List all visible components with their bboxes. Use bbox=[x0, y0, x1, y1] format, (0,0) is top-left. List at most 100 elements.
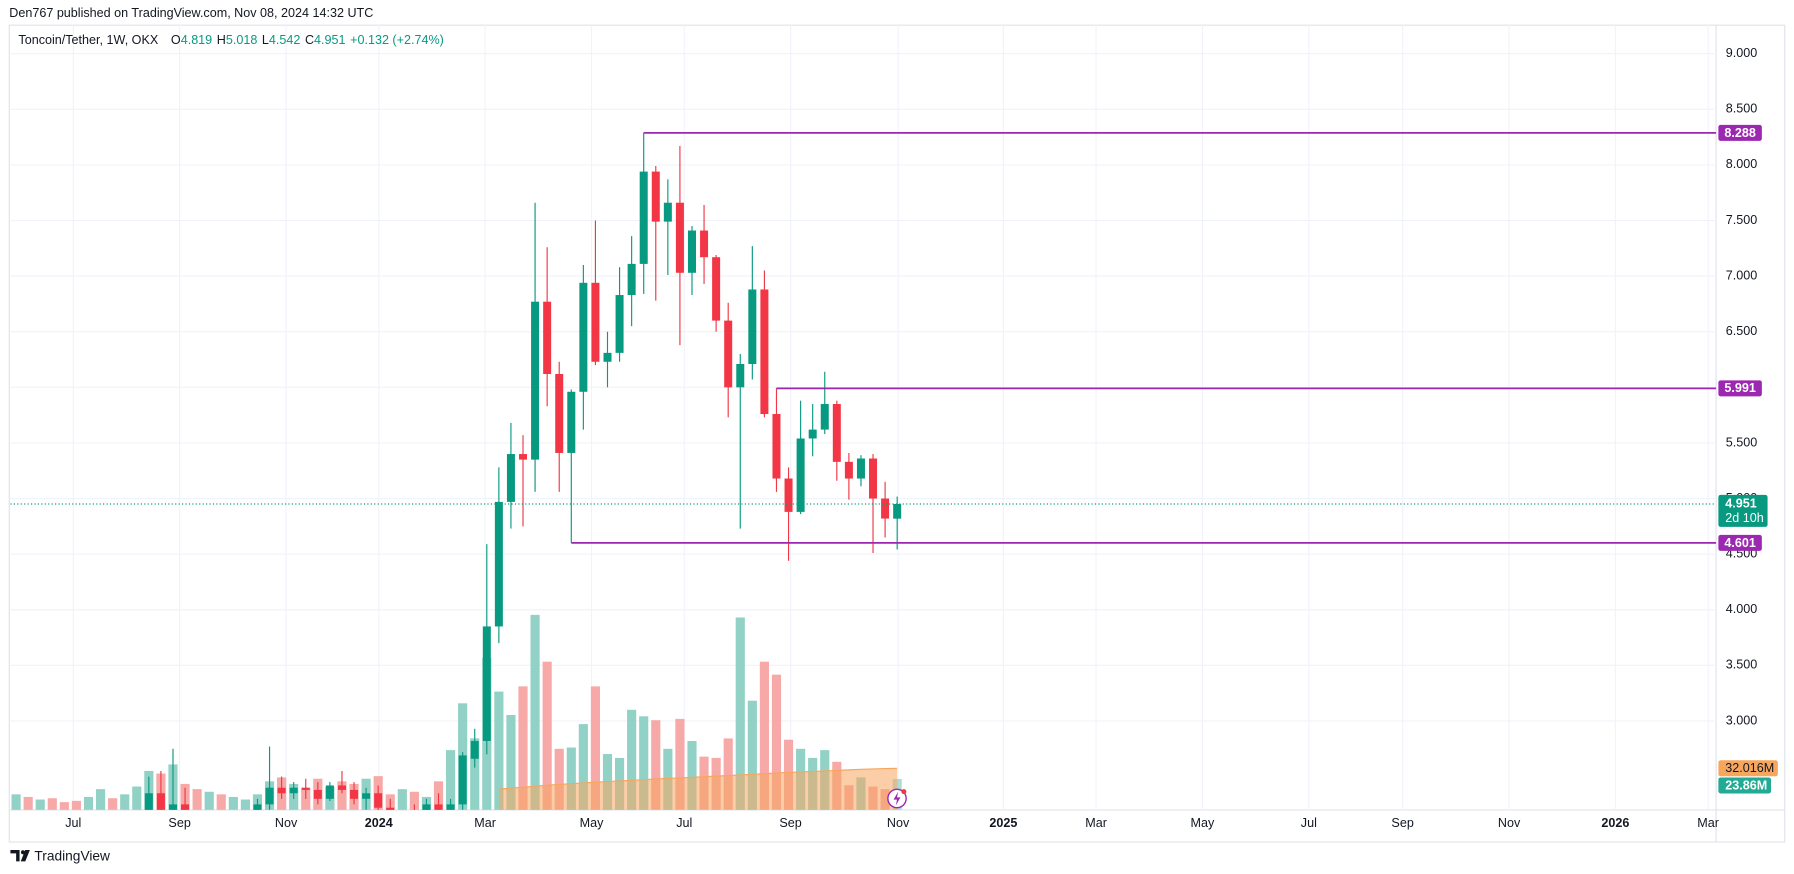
candle-body bbox=[289, 787, 298, 794]
level-label-box bbox=[1718, 380, 1762, 397]
candle-body bbox=[832, 404, 841, 462]
candle-body bbox=[410, 815, 418, 818]
candle-body bbox=[205, 821, 213, 827]
legend: Toncoin/Tether, 1W, OKX O4.819 H5.018 L4.5… bbox=[18, 34, 443, 48]
volume-bar bbox=[83, 796, 94, 810]
candle-body bbox=[724, 320, 733, 388]
countdown: 2d 10h bbox=[1725, 511, 1763, 525]
candle-body bbox=[325, 785, 334, 799]
volume-bar bbox=[723, 738, 733, 810]
ohlc-value: 4.951 bbox=[314, 34, 345, 48]
candle-body bbox=[700, 230, 709, 258]
y-tick-label: 8.000 bbox=[1726, 157, 1757, 171]
volume-bar bbox=[96, 789, 106, 810]
x-tick-label: 2024 bbox=[365, 816, 393, 830]
candle-body bbox=[277, 787, 286, 794]
candle-body bbox=[543, 301, 552, 374]
level-label-box bbox=[1718, 534, 1762, 551]
volume-bar bbox=[494, 691, 504, 810]
symbol: Toncoin/Tether, 1W, OKX bbox=[18, 34, 158, 48]
x-tick-label: Sep bbox=[1391, 816, 1413, 830]
volume-ma-label-box bbox=[1718, 760, 1778, 777]
volume-bar bbox=[747, 700, 757, 810]
candle-body bbox=[844, 461, 853, 479]
candle-body bbox=[229, 819, 237, 827]
candle-body bbox=[434, 804, 443, 810]
volume-bar bbox=[216, 794, 226, 810]
labels: 3.0003.5004.0004.5005.0005.5006.0006.500… bbox=[65, 46, 1757, 830]
candle-body bbox=[591, 282, 600, 362]
volume-bar bbox=[409, 791, 419, 810]
candle-body bbox=[748, 289, 757, 364]
y-tick-label: 8.500 bbox=[1726, 102, 1757, 116]
volume-bar bbox=[506, 715, 516, 810]
alert-icon bbox=[887, 788, 907, 809]
candle-body bbox=[675, 202, 684, 273]
level-label: 4.601 bbox=[1724, 536, 1755, 550]
candle-body bbox=[386, 807, 395, 810]
x-tick-label: Mar bbox=[1697, 816, 1719, 830]
candle-body bbox=[687, 230, 696, 273]
candle-body bbox=[301, 787, 310, 790]
ohlc-value: 5.018 bbox=[226, 34, 257, 48]
candle-body bbox=[168, 804, 177, 810]
level-label: 8.288 bbox=[1724, 126, 1755, 140]
volume-bar bbox=[554, 748, 564, 810]
chart-frame bbox=[8, 24, 1786, 843]
volume-bar bbox=[71, 800, 82, 810]
x-tick-label: May bbox=[1191, 816, 1215, 830]
x-tick-label: May bbox=[580, 816, 604, 830]
grid bbox=[10, 25, 1717, 810]
x-tick-label: Sep bbox=[779, 816, 801, 830]
candle-body bbox=[651, 171, 660, 222]
price-label-box bbox=[1718, 494, 1768, 527]
y-tick-label: 5.500 bbox=[1726, 435, 1757, 449]
candle-body bbox=[133, 838, 141, 874]
y-tick-label: 7.000 bbox=[1726, 268, 1757, 282]
candle-body bbox=[446, 804, 455, 810]
volume-bar bbox=[446, 750, 456, 810]
candle-body bbox=[760, 289, 769, 415]
candle-body bbox=[193, 821, 201, 827]
volume-bar bbox=[11, 794, 21, 810]
volume-label-box bbox=[1718, 777, 1771, 794]
volume-bar bbox=[204, 791, 214, 810]
level-label: 5.991 bbox=[1724, 381, 1755, 395]
volume-bar bbox=[120, 794, 130, 810]
candle-body bbox=[217, 821, 225, 827]
volume-bar bbox=[301, 787, 311, 810]
candle-body bbox=[253, 804, 262, 810]
candle-body bbox=[265, 787, 274, 805]
ohlc-label: C bbox=[305, 34, 314, 48]
candle-body bbox=[856, 458, 865, 479]
volume-bar bbox=[240, 799, 250, 810]
candle-body bbox=[470, 740, 479, 759]
volume-bar bbox=[23, 796, 33, 810]
candle-body bbox=[156, 793, 165, 810]
candle-body bbox=[374, 793, 383, 808]
published-note: Den767 published on TradingView.com, Nov… bbox=[9, 6, 373, 20]
candle-body bbox=[482, 626, 491, 741]
x-tick-label: Jul bbox=[1301, 816, 1317, 830]
candle-body bbox=[362, 793, 371, 799]
volume-bar bbox=[192, 789, 202, 810]
volume-bar bbox=[132, 786, 142, 810]
volume-bar bbox=[675, 718, 685, 810]
candle-body bbox=[398, 815, 406, 821]
candle-body bbox=[893, 503, 902, 519]
volume-bar bbox=[470, 738, 480, 810]
candle-body bbox=[494, 501, 503, 627]
candle-body bbox=[784, 478, 793, 512]
ohlc-label: L bbox=[262, 34, 269, 48]
volume-bar bbox=[228, 796, 238, 810]
candle-body bbox=[603, 352, 612, 362]
volume-bar bbox=[530, 614, 540, 810]
ohlc-value: 4.819 bbox=[181, 34, 212, 48]
volume-bar bbox=[397, 789, 407, 810]
volume-bar bbox=[590, 686, 601, 810]
candle-body bbox=[772, 414, 781, 479]
y-tick-label: 3.000 bbox=[1726, 713, 1757, 727]
candle-body bbox=[519, 454, 528, 460]
level-label-box bbox=[1718, 124, 1762, 141]
